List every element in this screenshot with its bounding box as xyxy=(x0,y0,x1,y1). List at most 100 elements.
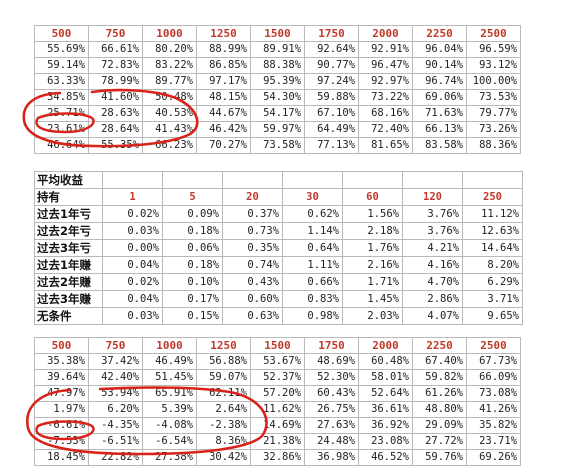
cell: 90.14% xyxy=(412,57,467,74)
header-cell: 1 xyxy=(102,188,163,206)
row-label: 过去2年赚 xyxy=(34,273,103,291)
cell: 0.66% xyxy=(282,273,343,291)
cell: 52.64% xyxy=(358,385,413,402)
header-cell: 750 xyxy=(88,337,143,354)
cell: 66.23% xyxy=(142,137,197,154)
header-row: 500 750 1000 1250 1500 1750 2000 2250 25… xyxy=(34,25,521,42)
cell: 68.16% xyxy=(358,105,413,122)
cell: 54.17% xyxy=(250,105,305,122)
cell: 28.64% xyxy=(88,121,143,138)
cell: 54.30% xyxy=(250,89,305,106)
cell: 67.40% xyxy=(412,353,467,370)
cell: 53.67% xyxy=(250,353,305,370)
cell: 27.38% xyxy=(142,449,197,466)
table-row: 过去3年亏 0.00% 0.06% 0.35% 0.64% 1.76% 4.21… xyxy=(34,239,523,257)
cell: 100.00% xyxy=(466,73,521,90)
cell: 8.20% xyxy=(462,256,523,274)
header-cell: 1750 xyxy=(304,25,359,42)
header-cell: 20 xyxy=(222,188,283,206)
cell: 48.80% xyxy=(412,401,467,418)
cell: 59.82% xyxy=(412,369,467,386)
cell: 73.08% xyxy=(466,385,521,402)
table-row: 过去1年赚 0.04% 0.18% 0.74% 1.11% 2.16% 4.16… xyxy=(34,256,523,274)
cell: 12.63% xyxy=(462,222,523,240)
cell: 0.60% xyxy=(222,290,283,308)
table-row: 23.61% 28.64% 41.43% 46.42% 59.97% 64.49… xyxy=(34,121,521,138)
cell: 46.42% xyxy=(196,121,251,138)
cell: 72.40% xyxy=(358,121,413,138)
cell: 66.09% xyxy=(466,369,521,386)
cell: 4.21% xyxy=(402,239,463,257)
cell: -6.54% xyxy=(142,433,197,450)
cell: 32.86% xyxy=(250,449,305,466)
cell xyxy=(162,171,223,189)
header-row: 500 750 1000 1250 1500 1750 2000 2250 25… xyxy=(34,337,521,354)
cell: 0.00% xyxy=(102,239,163,257)
row-label: 过去3年亏 xyxy=(34,239,103,257)
cell: 60.43% xyxy=(304,385,359,402)
cell: 1.76% xyxy=(342,239,403,257)
cell xyxy=(282,171,343,189)
cell: 92.91% xyxy=(358,41,413,58)
cell: 60.48% xyxy=(358,353,413,370)
header-cell: 750 xyxy=(88,25,143,42)
cell: 0.18% xyxy=(162,256,223,274)
cell: 1.45% xyxy=(342,290,403,308)
cell: 79.77% xyxy=(466,105,521,122)
cell: 36.61% xyxy=(358,401,413,418)
return-table-bottom: 500 750 1000 1250 1500 1750 2000 2250 25… xyxy=(34,337,521,466)
cell: 23.61% xyxy=(34,121,89,138)
cell: 63.33% xyxy=(34,73,89,90)
cell: -6.61% xyxy=(34,417,89,434)
cell: 0.64% xyxy=(282,239,343,257)
cell: 14.64% xyxy=(462,239,523,257)
cell: -2.38% xyxy=(196,417,251,434)
cell: 30.42% xyxy=(196,449,251,466)
cell: 70.27% xyxy=(196,137,251,154)
cell: 0.09% xyxy=(162,205,223,223)
cell: 46.49% xyxy=(142,353,197,370)
cell: 88.38% xyxy=(250,57,305,74)
header-cell: 1000 xyxy=(142,337,197,354)
cell xyxy=(342,171,403,189)
table-row: -6.61% -4.35% -4.08% -2.38% 14.69% 27.63… xyxy=(34,417,521,434)
cell: 11.12% xyxy=(462,205,523,223)
table-row: 18.45% 22.82% 27.38% 30.42% 32.86% 36.98… xyxy=(34,449,521,466)
cell: 28.63% xyxy=(88,105,143,122)
header-row: 持有 1 5 20 30 60 120 250 xyxy=(34,188,523,206)
cell: 59.07% xyxy=(196,369,251,386)
cell: 36.98% xyxy=(304,449,359,466)
cell: 0.06% xyxy=(162,239,223,257)
cell: 4.70% xyxy=(402,273,463,291)
cell: 6.20% xyxy=(88,401,143,418)
header-cell: 1250 xyxy=(196,337,251,354)
cell: 35.82% xyxy=(466,417,521,434)
cell: 61.26% xyxy=(412,385,467,402)
cell: -7.53% xyxy=(34,433,89,450)
cell: 25.71% xyxy=(34,105,89,122)
cell: 59.14% xyxy=(34,57,89,74)
cell: 53.94% xyxy=(88,385,143,402)
header-cell: 1500 xyxy=(250,337,305,354)
cell: 26.75% xyxy=(304,401,359,418)
cell: 0.10% xyxy=(162,273,223,291)
cell: 58.01% xyxy=(358,369,413,386)
cell: 0.18% xyxy=(162,222,223,240)
header-cell: 120 xyxy=(402,188,463,206)
cell: 73.26% xyxy=(466,121,521,138)
header-cell: 2000 xyxy=(358,337,413,354)
table-row: 47.97% 53.94% 65.91% 62.11% 57.20% 60.43… xyxy=(34,385,521,402)
cell: 52.37% xyxy=(250,369,305,386)
cell xyxy=(462,171,523,189)
cell: 35.38% xyxy=(34,353,89,370)
cell: 90.77% xyxy=(304,57,359,74)
header-cell: 2250 xyxy=(412,337,467,354)
cell: 39.64% xyxy=(34,369,89,386)
holding-label: 持有 xyxy=(34,188,103,206)
header-cell: 5 xyxy=(162,188,223,206)
cell: 2.64% xyxy=(196,401,251,418)
row-label: 过去1年亏 xyxy=(34,205,103,223)
cell xyxy=(402,171,463,189)
cell: 4.07% xyxy=(402,307,463,325)
